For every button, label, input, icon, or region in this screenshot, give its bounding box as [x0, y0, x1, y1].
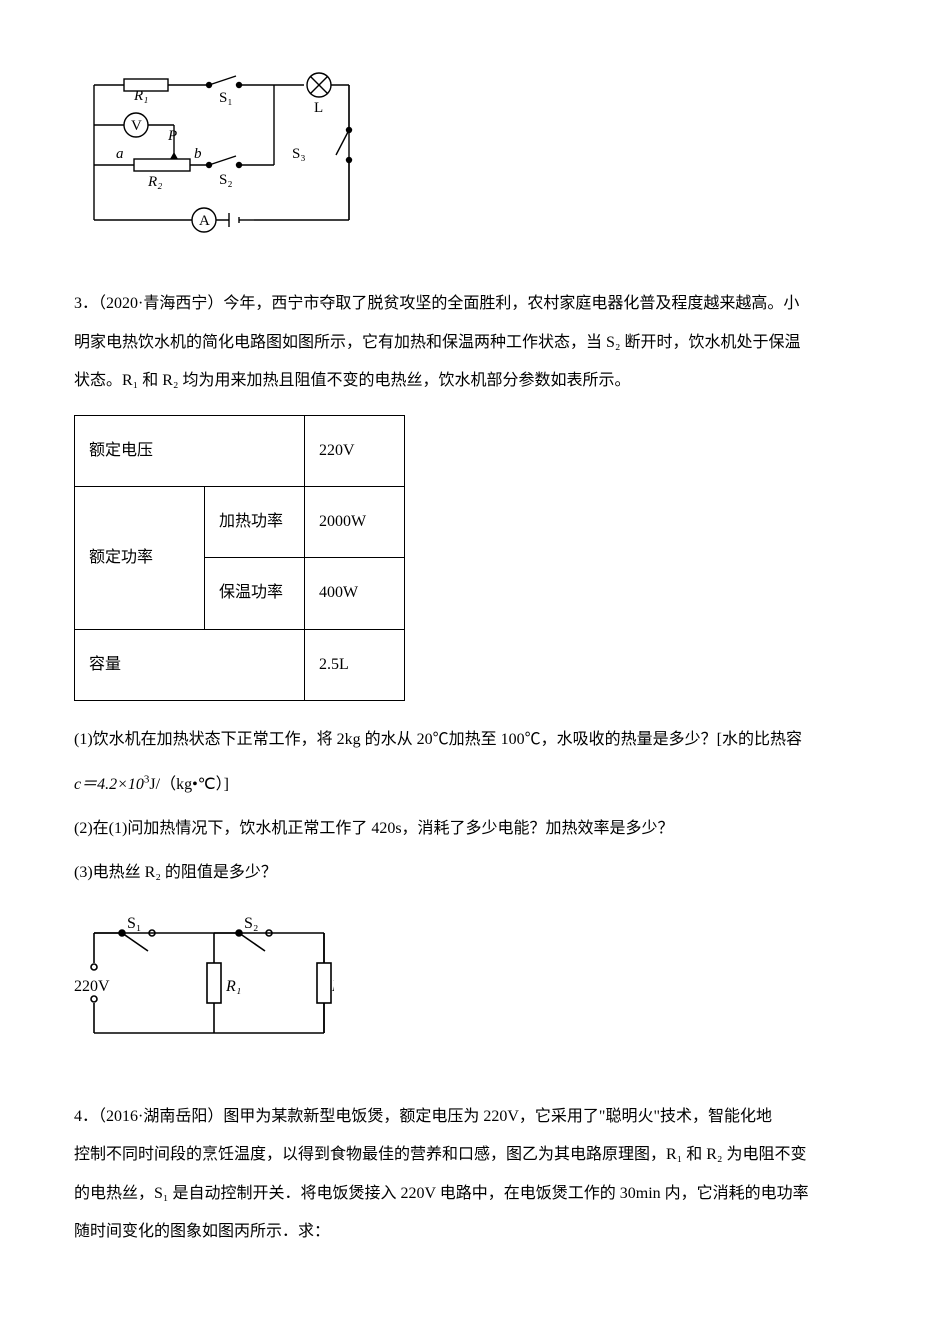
label-r1: R₁ — [133, 88, 148, 104]
table-rated-power-label: 额定功率 — [75, 486, 205, 629]
table-keepwarm-power-label: 保温功率 — [205, 558, 305, 629]
problem-3-number: 3． — [74, 295, 98, 312]
table-keepwarm-power-value: 400W — [305, 558, 405, 629]
d2-label-s1: S₁ — [127, 915, 141, 932]
d2-label-r1: R₁ — [225, 978, 241, 995]
q1b-suffix: J/（kg•℃）] — [149, 776, 229, 793]
problem-3: 3．（2020·青海西宁）今年，西宁市夺取了脱贫攻坚的全面胜利，农村家庭电器化普… — [74, 285, 876, 892]
table-heating-power-label: 加热功率 — [205, 486, 305, 557]
problem-4: 4．（2016·湖南岳阳）图甲为某款新型电饭煲，额定电压为 220V，它采用了"… — [74, 1098, 876, 1252]
problem-4-text-l1: 图甲为某款新型电饭煲，额定电压为 220V，它采用了"聪明火"技术，智能化地 — [223, 1108, 772, 1125]
specs-table: 额定电压 220V 额定功率 加热功率 2000W 保温功率 400W 容量 2… — [74, 415, 405, 702]
problem-3-q2: (2)在(1)问加热情况下，饮水机正常工作了 420s，消耗了多少电能？加热效率… — [74, 810, 876, 848]
label-r2: R₂ — [147, 174, 162, 190]
circuit-diagram-2: S₁ S₂ R₁ R₂ 220V — [74, 913, 876, 1068]
label-s1: S₁ — [219, 90, 233, 106]
q1b-prefix: c＝4.2×10 — [74, 776, 144, 793]
d2-label-220v: 220V — [74, 978, 110, 995]
problem-4-source: （2016·湖南岳阳） — [98, 1108, 223, 1125]
problem-3-source: （2020·青海西宁） — [98, 295, 223, 312]
problem-4-text-l2: 控制不同时间段的烹饪温度，以得到食物最佳的营养和口感，图乙为其电路原理图，R₁ … — [74, 1136, 876, 1174]
label-s2: S₂ — [219, 172, 233, 188]
problem-3-text-l3: 状态。R₁ 和 R₂ 均为用来加热且阻值不变的电热丝，饮水机部分参数如表所示。 — [74, 362, 876, 400]
table-capacity-value: 2.5L — [305, 629, 405, 700]
label-l: L — [314, 100, 323, 116]
problem-3-q1-a: (1)饮水机在加热状态下正常工作，将 2kg 的水从 20℃加热至 100℃，水… — [74, 721, 876, 759]
d2-label-r2: R₂ — [331, 978, 334, 995]
problem-3-text-l1: 今年，西宁市夺取了脱贫攻坚的全面胜利，农村家庭电器化普及程度越来越高。小 — [223, 295, 799, 312]
label-s3: S₃ — [292, 146, 306, 162]
table-capacity-label: 容量 — [75, 629, 305, 700]
table-rated-voltage-label: 额定电压 — [75, 415, 305, 486]
problem-4-number: 4． — [74, 1108, 98, 1125]
problem-3-q1-b: c＝4.2×103J/（kg•℃）] — [74, 766, 876, 804]
label-v: V — [131, 118, 142, 134]
label-b-node: b — [194, 146, 202, 162]
table-heating-power-value: 2000W — [305, 486, 405, 557]
problem-4-text-l4: 随时间变化的图象如图丙所示．求： — [74, 1213, 876, 1251]
problem-3-text-l2: 明家电热饮水机的简化电路图如图所示，它有加热和保温两种工作状态，当 S₂ 断开时… — [74, 324, 876, 362]
label-a-node: a — [116, 146, 124, 162]
label-p: P — [167, 128, 177, 144]
d2-label-s2: S₂ — [244, 915, 258, 932]
label-a-meter: A — [199, 213, 210, 229]
circuit-diagram-1: R₁ S₁ L V a P b R₂ S₂ S₃ A — [74, 70, 876, 255]
table-rated-voltage-value: 220V — [305, 415, 405, 486]
problem-3-q3: (3)电热丝 R₂ 的阻值是多少？ — [74, 854, 876, 892]
problem-4-text-l3: 的电热丝，S₁ 是自动控制开关．将电饭煲接入 220V 电路中，在电饭煲工作的 … — [74, 1175, 876, 1213]
